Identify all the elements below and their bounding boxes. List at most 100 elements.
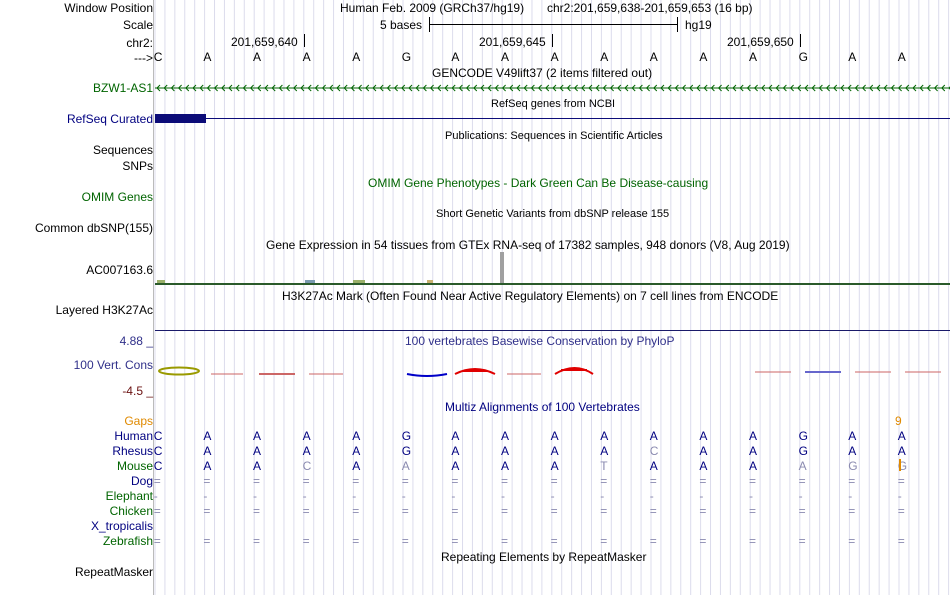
aligned-base: T xyxy=(600,459,608,473)
ruler-base: A xyxy=(352,50,361,64)
aligned-base: = xyxy=(451,474,459,488)
strand-chevron xyxy=(242,84,247,92)
scale-db: hg19 xyxy=(685,18,712,32)
strand-chevron xyxy=(386,84,391,92)
aligned-base: A xyxy=(203,444,212,458)
strand-chevron xyxy=(912,84,917,92)
strand-chevron xyxy=(379,84,384,92)
species-label[interactable]: Elephant xyxy=(105,489,153,503)
aligned-base: A xyxy=(501,429,510,443)
aligned-base: = xyxy=(600,504,608,518)
strand-chevron xyxy=(177,84,182,92)
species-label[interactable]: Zebrafish xyxy=(102,534,153,548)
strand-chevron xyxy=(523,84,528,92)
phylop-track-title: 100 vertebrates Basewise Conservation by… xyxy=(405,334,675,348)
strand-chevron xyxy=(732,84,737,92)
omim-track-label[interactable]: OMIM Genes xyxy=(81,190,153,204)
refseq-track-title: RefSeq genes from NCBI xyxy=(491,98,616,110)
aligned-base: G xyxy=(798,429,808,443)
strand-chevron xyxy=(285,84,290,92)
aligned-base: - xyxy=(352,489,357,503)
gtex-bar xyxy=(500,252,504,283)
strand-chevron xyxy=(192,84,197,92)
h3k27ac-track-label[interactable]: Layered H3K27Ac xyxy=(55,303,153,317)
strand-chevron xyxy=(761,84,766,92)
ruler-base: A xyxy=(600,50,609,64)
aligned-base: - xyxy=(153,489,158,503)
aligned-base: A xyxy=(352,459,361,473)
strand-chevron xyxy=(876,84,881,92)
strand-chevron xyxy=(437,84,442,92)
aligned-base: - xyxy=(699,489,704,503)
gtex-track-area[interactable] xyxy=(155,252,950,286)
species-label[interactable]: Dog xyxy=(130,474,153,488)
phylop-track-label[interactable]: 100 Vert. Cons xyxy=(73,358,153,372)
strand-chevron xyxy=(429,84,434,92)
strand-chevron xyxy=(710,84,715,92)
aligned-base: A xyxy=(798,459,807,473)
strand-chevron xyxy=(278,84,283,92)
refseq-gene-exon[interactable] xyxy=(155,114,206,123)
phylop-graph[interactable] xyxy=(155,364,950,384)
aligned-base: A xyxy=(749,429,758,443)
repeatmasker-track-label[interactable]: RepeatMasker xyxy=(74,565,153,579)
species-label[interactable]: Human xyxy=(114,429,153,443)
aligned-base: A xyxy=(203,429,212,443)
aligned-base: A xyxy=(352,429,361,443)
strand-chevron xyxy=(746,84,751,92)
ruler-base: A xyxy=(848,50,857,64)
strand-chevron xyxy=(573,84,578,92)
strand-chevron xyxy=(739,84,744,92)
strand-chevron xyxy=(653,84,658,92)
strand-chevron xyxy=(350,84,355,92)
mouse-insertion-tick xyxy=(899,459,901,471)
strand-chevron xyxy=(602,84,607,92)
species-label[interactable]: Chicken xyxy=(109,504,153,518)
strand-chevron xyxy=(458,84,463,92)
aligned-base: - xyxy=(649,489,654,503)
aligned-base: = xyxy=(253,534,261,548)
strand-chevron xyxy=(213,84,218,92)
gencode-gene-feature[interactable] xyxy=(155,82,950,94)
aligned-base: A xyxy=(451,459,460,473)
label-column-divider xyxy=(153,0,154,595)
dbsnp-track-label[interactable]: Common dbSNP(155) xyxy=(34,221,153,235)
aligned-base: = xyxy=(798,534,806,548)
strand-chevron xyxy=(343,84,348,92)
snps-track-label[interactable]: SNPs xyxy=(122,159,153,173)
ruler-base: A xyxy=(699,50,708,64)
aligned-base: = xyxy=(352,474,360,488)
aligned-base: = xyxy=(649,504,657,518)
phylop-glyph-a xyxy=(454,368,496,375)
strand-chevron xyxy=(588,84,593,92)
species-label[interactable]: Mouse xyxy=(116,459,153,473)
aligned-base: = xyxy=(550,474,558,488)
species-label[interactable]: Rhesus xyxy=(112,444,153,458)
strand-chevron xyxy=(473,84,478,92)
aligned-base: = xyxy=(153,534,161,548)
strand-chevron xyxy=(401,84,406,92)
refseq-gene-intron[interactable] xyxy=(206,118,950,119)
strand-chevron xyxy=(185,84,190,92)
aligned-base: A xyxy=(699,444,708,458)
gtex-track-label[interactable]: AC007163.6 xyxy=(86,263,153,277)
strand-chevron xyxy=(264,84,269,92)
aligned-base: = xyxy=(749,474,757,488)
aligned-base: - xyxy=(451,489,456,503)
publications-track-label[interactable]: Sequences xyxy=(92,143,153,157)
gencode-track-label[interactable]: BZW1-AS1 xyxy=(92,81,153,95)
phylop-glyph-c xyxy=(158,366,200,376)
strand-chevron xyxy=(552,84,557,92)
gaps-label[interactable]: Gaps xyxy=(124,414,153,428)
aligned-base: A xyxy=(550,444,559,458)
aligned-base: A xyxy=(649,459,658,473)
strand-chevron xyxy=(804,84,809,92)
aligned-base: C xyxy=(302,459,312,473)
aligned-base: = xyxy=(699,504,707,518)
refseq-track-label[interactable]: RefSeq Curated xyxy=(66,112,153,126)
aligned-base: = xyxy=(302,534,310,548)
species-label[interactable]: X_tropicalis xyxy=(90,519,153,533)
aligned-base: A xyxy=(600,444,609,458)
strand-chevron xyxy=(451,84,456,92)
